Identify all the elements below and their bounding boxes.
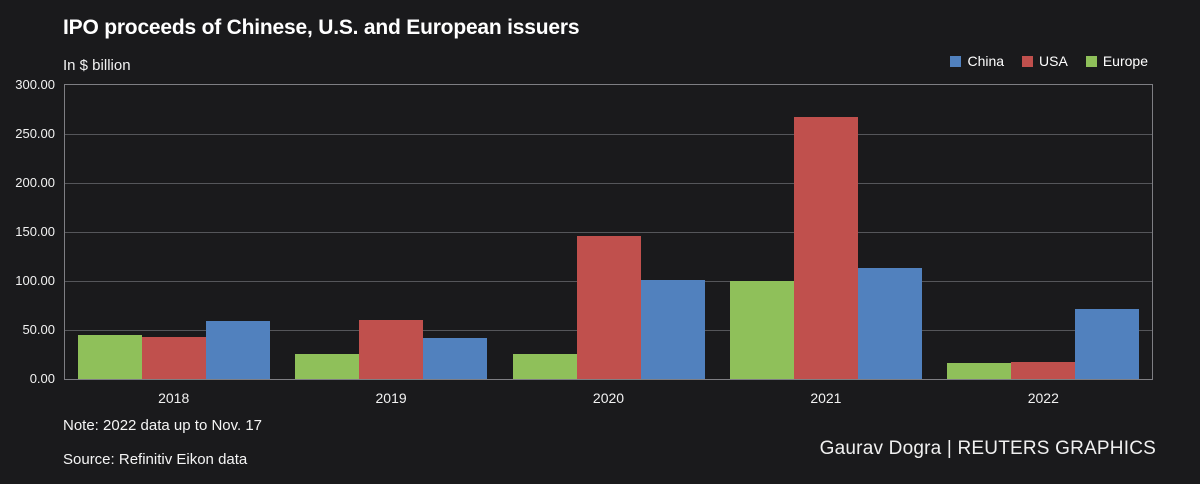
chart-subtitle: In $ billion: [63, 57, 131, 74]
bar-2022-usa: [1011, 362, 1076, 379]
y-tick-label-200: 200.00: [15, 175, 55, 190]
y-tick-label-250: 250.00: [15, 126, 55, 141]
bar-2020-europe: [512, 354, 577, 379]
x-tick-label-2020: 2020: [592, 390, 625, 406]
gridline-200: [65, 183, 1152, 184]
bar-2022-china: [1075, 309, 1140, 379]
legend-label-europe: Europe: [1102, 53, 1148, 69]
x-tick-label-2018: 2018: [158, 390, 190, 406]
chart-title: IPO proceeds of Chinese, U.S. and Europe…: [63, 16, 580, 39]
gridline-250: [65, 134, 1152, 135]
bar-2019-europe: [295, 354, 360, 379]
bar-2018-europe: [77, 335, 142, 379]
gridline-150: [65, 232, 1152, 233]
bar-2021-china: [857, 268, 922, 379]
legend-label-usa: USA: [1039, 53, 1068, 69]
y-tick-label-100: 100.00: [15, 273, 55, 288]
bar-2018-china: [205, 321, 270, 379]
legend-swatch-china-icon: [950, 55, 962, 67]
bar-2019-usa: [359, 320, 424, 379]
legend-swatch-europe-icon: [1085, 55, 1097, 67]
legend-item-europe: Europe: [1085, 53, 1148, 69]
x-tick-label-2021: 2021: [810, 390, 842, 406]
bar-2021-europe: [729, 281, 794, 379]
bar-2018-usa: [141, 337, 206, 379]
note-text: Note: 2022 data up to Nov. 17: [63, 417, 263, 434]
legend: China USA Europe: [950, 53, 1148, 69]
bar-2022-europe: [947, 363, 1012, 379]
legend-item-china: China: [950, 53, 1004, 69]
legend-item-usa: USA: [1022, 53, 1068, 69]
y-tick-label-300: 300.00: [15, 77, 55, 92]
bar-2020-china: [640, 280, 705, 379]
legend-swatch-usa-icon: [1022, 55, 1034, 67]
y-tick-label-150: 150.00: [15, 224, 55, 239]
bar-2019-china: [423, 338, 488, 379]
source-text: Source: Refinitiv Eikon data: [63, 451, 248, 468]
x-tick-label-2019: 2019: [375, 390, 407, 406]
bar-2020-usa: [576, 236, 641, 379]
credit-text: Gaurav Dogra | REUTERS GRAPHICS: [819, 438, 1156, 459]
legend-label-china: China: [967, 53, 1005, 69]
bar-2021-usa: [793, 117, 858, 379]
y-tick-label-0: 0.00: [29, 371, 55, 386]
plot-area: [64, 84, 1153, 380]
x-tick-label-2022: 2022: [1027, 390, 1059, 406]
y-tick-label-50: 50.00: [22, 322, 55, 337]
